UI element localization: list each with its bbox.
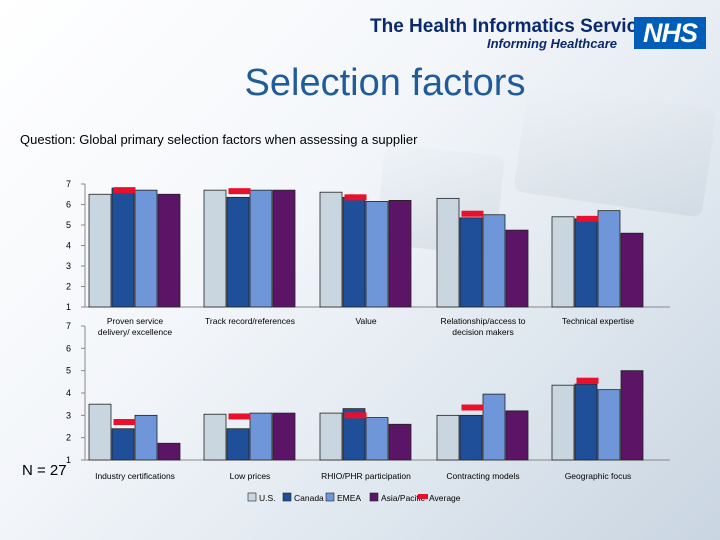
bar-emea (249, 412, 273, 461)
category-label: Track record/references (205, 316, 295, 326)
category-label: Proven service delivery/ excellence (98, 316, 172, 337)
bar-asia-pacific (157, 442, 181, 461)
bar-u-s- (551, 384, 575, 461)
bar-emea (365, 201, 389, 308)
bar-emea (597, 389, 621, 461)
average-marker (228, 413, 251, 420)
bar-canada (342, 408, 366, 461)
bar-canada (226, 428, 250, 461)
y-tick-label: 4 (66, 388, 71, 398)
bar-canada (574, 383, 598, 461)
bar-u-s- (319, 412, 343, 461)
bar-u-s- (551, 216, 575, 308)
bar-emea (482, 214, 506, 308)
bar-canada (111, 187, 135, 308)
bar-u-s- (436, 414, 460, 461)
legend-swatch (418, 494, 428, 499)
category-label: Geographic focus (565, 471, 632, 481)
average-marker (461, 404, 484, 411)
bar-u-s- (88, 403, 112, 461)
y-tick-label: 3 (66, 410, 71, 420)
category-label: Industry certifications (95, 471, 175, 481)
bar-emea (134, 414, 158, 461)
average-marker (576, 215, 599, 222)
category-label: RHIO/PHR participation (321, 471, 411, 481)
bar-emea (134, 189, 158, 308)
bar-asia-pacific (620, 370, 644, 461)
organization-name: The Health Informatics Service (370, 16, 648, 37)
bar-asia-pacific (505, 229, 529, 308)
average-marker (461, 210, 484, 217)
y-tick-label: 3 (66, 261, 71, 271)
bar-u-s- (436, 197, 460, 308)
bar-emea (249, 189, 273, 308)
bar-canada (459, 414, 483, 461)
legend-swatch (247, 492, 257, 502)
legend-label: Canada (294, 493, 324, 503)
legend-label: Asia/Pacific (381, 493, 426, 503)
legend-swatch (325, 492, 335, 502)
average-marker (113, 419, 136, 426)
bar-asia-pacific (272, 412, 296, 461)
category-label: Technical expertise (562, 316, 635, 326)
bar-emea (597, 210, 621, 308)
average-marker (576, 377, 599, 384)
y-tick-label: 5 (66, 220, 71, 230)
average-marker (344, 412, 367, 419)
bar-asia-pacific (157, 193, 181, 308)
bar-u-s- (88, 193, 112, 308)
y-tick-label: 2 (66, 433, 71, 443)
sample-size-label: N = 27 (22, 462, 67, 479)
y-tick-label: 5 (66, 366, 71, 376)
bar-canada (226, 196, 250, 308)
y-tick-label: 2 (66, 282, 71, 292)
category-label: Value (355, 316, 376, 326)
legend-label: Average (429, 493, 461, 503)
legend-label: EMEA (337, 493, 361, 503)
average-marker (228, 188, 251, 195)
category-label: Relationship/access to decision makers (440, 316, 525, 337)
bar-asia-pacific (272, 189, 296, 308)
legend-label: U.S. (259, 493, 276, 503)
y-tick-label: 4 (66, 241, 71, 251)
bar-canada (459, 217, 483, 308)
bar-u-s- (319, 191, 343, 308)
average-marker (344, 194, 367, 201)
average-marker (113, 187, 136, 194)
legend-swatch (282, 492, 292, 502)
bar-asia-pacific (388, 199, 412, 308)
y-tick-label: 1 (66, 455, 71, 465)
bar-asia-pacific (505, 410, 529, 461)
bar-canada (111, 428, 135, 461)
category-label: Contracting models (446, 471, 519, 481)
legend-swatch (369, 492, 379, 502)
page-title: Selection factors (244, 62, 526, 104)
bar-emea (365, 417, 389, 461)
y-tick-label: 6 (66, 200, 71, 210)
question-text: Question: Global primary selection facto… (20, 132, 418, 147)
nhs-logo: NHS (634, 17, 706, 49)
bar-u-s- (203, 413, 227, 461)
y-tick-label: 7 (66, 179, 71, 189)
bar-canada (574, 218, 598, 308)
bar-emea (482, 393, 506, 461)
bar-asia-pacific (388, 423, 412, 461)
bar-asia-pacific (620, 232, 644, 308)
y-tick-label: 6 (66, 343, 71, 353)
category-label: Low prices (230, 471, 271, 481)
bar-canada (342, 196, 366, 308)
bar-u-s- (203, 189, 227, 308)
organization-tagline: Informing Healthcare (486, 36, 617, 51)
y-tick-label: 1 (66, 302, 71, 312)
y-tick-label: 7 (66, 321, 71, 331)
